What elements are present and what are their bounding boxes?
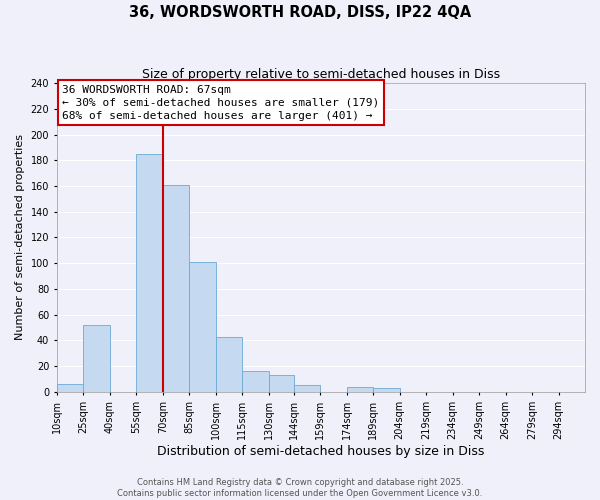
Bar — [293, 386, 320, 392]
Text: Contains HM Land Registry data © Crown copyright and database right 2025.
Contai: Contains HM Land Registry data © Crown c… — [118, 478, 482, 498]
X-axis label: Distribution of semi-detached houses by size in Diss: Distribution of semi-detached houses by … — [157, 444, 485, 458]
Y-axis label: Number of semi-detached properties: Number of semi-detached properties — [15, 134, 25, 340]
Bar — [83, 325, 110, 392]
Bar — [190, 262, 216, 392]
Bar — [242, 372, 269, 392]
Bar — [373, 388, 400, 392]
Title: Size of property relative to semi-detached houses in Diss: Size of property relative to semi-detach… — [142, 68, 500, 80]
Bar — [347, 387, 373, 392]
Bar — [269, 375, 293, 392]
Text: 36 WORDSWORTH ROAD: 67sqm
← 30% of semi-detached houses are smaller (179)
68% of: 36 WORDSWORTH ROAD: 67sqm ← 30% of semi-… — [62, 84, 379, 121]
Bar — [57, 384, 83, 392]
Text: 36, WORDSWORTH ROAD, DISS, IP22 4QA: 36, WORDSWORTH ROAD, DISS, IP22 4QA — [129, 5, 471, 20]
Bar — [216, 336, 242, 392]
Bar — [136, 154, 163, 392]
Bar — [163, 184, 190, 392]
